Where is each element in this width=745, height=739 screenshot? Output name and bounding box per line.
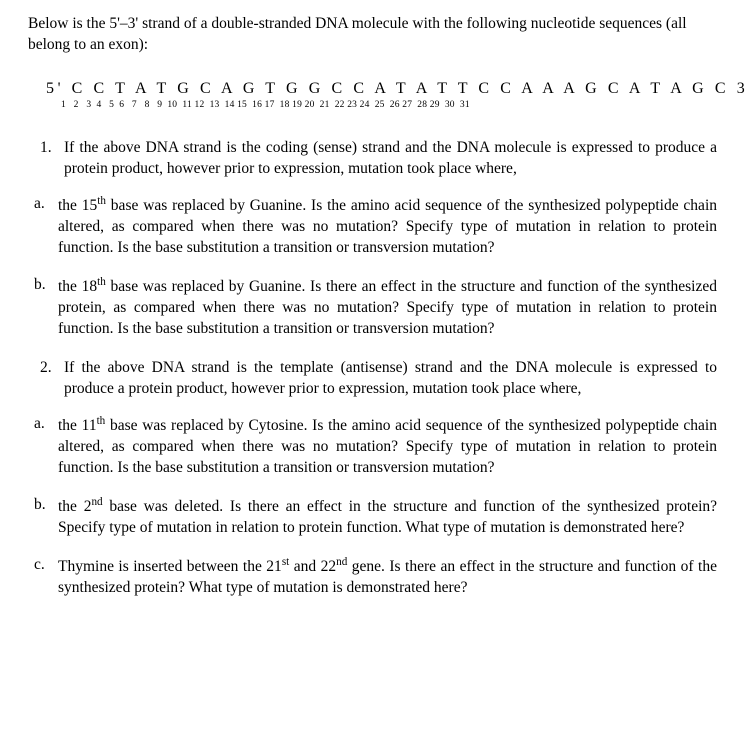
sub-body: the 2nd base was deleted. Is there an ef… [58, 495, 717, 539]
question-1: 1. If the above DNA strand is the coding… [28, 138, 717, 340]
question-1b: b. the 18th base was replaced by Guanine… [28, 275, 717, 340]
sub-body: the 18th base was replaced by Guanine. I… [58, 275, 717, 340]
question-stem: If the above DNA strand is the template … [64, 358, 717, 400]
dna-sequence-block: 5' C C T A T G C A G T G G C C A T A T T… [46, 78, 717, 112]
question-2b: b. the 2nd base was deleted. Is there an… [28, 495, 717, 539]
question-2: 2. If the above DNA strand is the templa… [28, 358, 717, 599]
dna-sequence: 5' C C T A T G C A G T G G C C A T A T T… [46, 78, 717, 100]
sub-question-list: a. the 15th base was replaced by Guanine… [28, 194, 717, 340]
sub-letter: a. [28, 194, 58, 259]
sub-body: the 15th base was replaced by Guanine. I… [58, 194, 717, 259]
sub-letter: c. [28, 555, 58, 599]
sub-body: the 11th base was replaced by Cytosine. … [58, 414, 717, 479]
question-number: 1. [28, 138, 64, 180]
question-number: 2. [28, 358, 64, 400]
question-2a: a. the 11th base was replaced by Cytosin… [28, 414, 717, 479]
question-stem: If the above DNA strand is the coding (s… [64, 138, 717, 180]
dna-position-numbers: 1 2 3 4 5 6 7 8 9 10 11 12 13 14 15 16 1… [61, 99, 717, 112]
question-list: 1. If the above DNA strand is the coding… [28, 138, 717, 598]
sub-question-list: a. the 11th base was replaced by Cytosin… [28, 414, 717, 599]
sub-body: Thymine is inserted between the 21st and… [58, 555, 717, 599]
sub-letter: b. [28, 275, 58, 340]
sub-letter: b. [28, 495, 58, 539]
question-1a: a. the 15th base was replaced by Guanine… [28, 194, 717, 259]
intro-text: Below is the 5'–3' strand of a double-st… [28, 14, 717, 56]
sub-letter: a. [28, 414, 58, 479]
question-2c: c. Thymine is inserted between the 21st … [28, 555, 717, 599]
